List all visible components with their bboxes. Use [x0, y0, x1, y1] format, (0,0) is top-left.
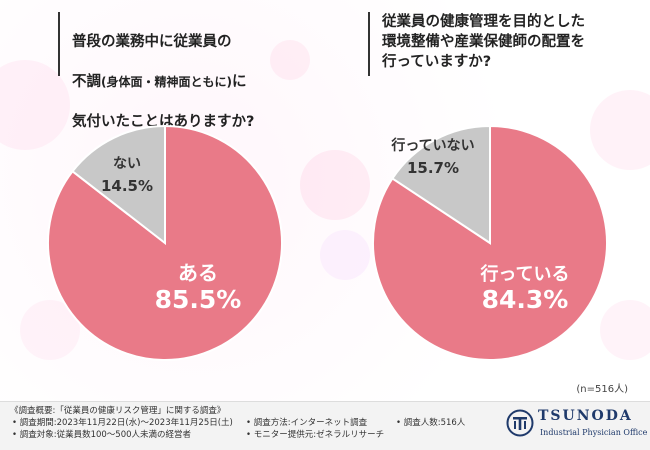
pie-slice: [391, 124, 491, 245]
question-left-line2-prefix: 不調: [72, 74, 101, 90]
slice-value: 15.7%: [407, 159, 459, 177]
footer-title: 《調査概要:「従業員の健康リスク管理」に関する調査》: [10, 406, 226, 416]
question-left-line3: 気付いたことはありますか?: [72, 114, 255, 130]
slice-label: ある: [178, 261, 218, 285]
sample-size-note: (n=516人): [576, 384, 628, 395]
footer-provider: • モニター提供元:ゼネラルリサーチ: [246, 430, 385, 440]
question-left-line2-paren: (身体面・精神面ともに): [101, 75, 232, 89]
slice-label: 行っていない: [390, 137, 474, 154]
footer-target: • 調査対象:従業員数100〜500人未満の経営者: [12, 430, 192, 440]
question-left-line2: 不調(身体面・精神面ともに)に: [72, 72, 308, 92]
pie-chart-right: 行っている 84.3% 行っていない 15.7%: [372, 124, 608, 361]
pie-slice: [71, 124, 166, 246]
tsunoda-logo-icon: [506, 409, 534, 437]
question-left-line2-suffix: に: [231, 74, 247, 90]
question-left: 普段の業務中に従業員の 不調(身体面・精神面ともに)に 気付いたことはありますか…: [58, 12, 308, 130]
slice-label: 行っている: [479, 263, 569, 285]
survey-footer: 《調査概要:「従業員の健康リスク管理」に関する調査》 • 調査期間:2023年1…: [0, 401, 650, 450]
footer-count: • 調査人数:516人: [396, 418, 466, 428]
pie-chart-left: ある 85.5% ない 14.5%: [47, 124, 283, 361]
slice-value: 14.5%: [101, 177, 153, 195]
slice-label: ない: [113, 156, 141, 172]
slice-value: 84.3%: [482, 285, 569, 314]
slice-value: 85.5%: [155, 285, 242, 314]
question-right: 従業員の健康管理を目的とした 環境整備や産業保健師の配置を 行っていますか?: [368, 12, 628, 76]
footer-method: • 調査方法:インターネット調査: [246, 418, 368, 428]
logo-name: TSUNODA: [538, 408, 633, 424]
logo-subtitle: Industrial Physician Office: [540, 428, 648, 437]
question-left-line1: 普段の業務中に従業員の: [72, 34, 232, 50]
footer-period: • 調査期間:2023年11月22日(水)〜2023年11月25日(土): [12, 418, 233, 428]
